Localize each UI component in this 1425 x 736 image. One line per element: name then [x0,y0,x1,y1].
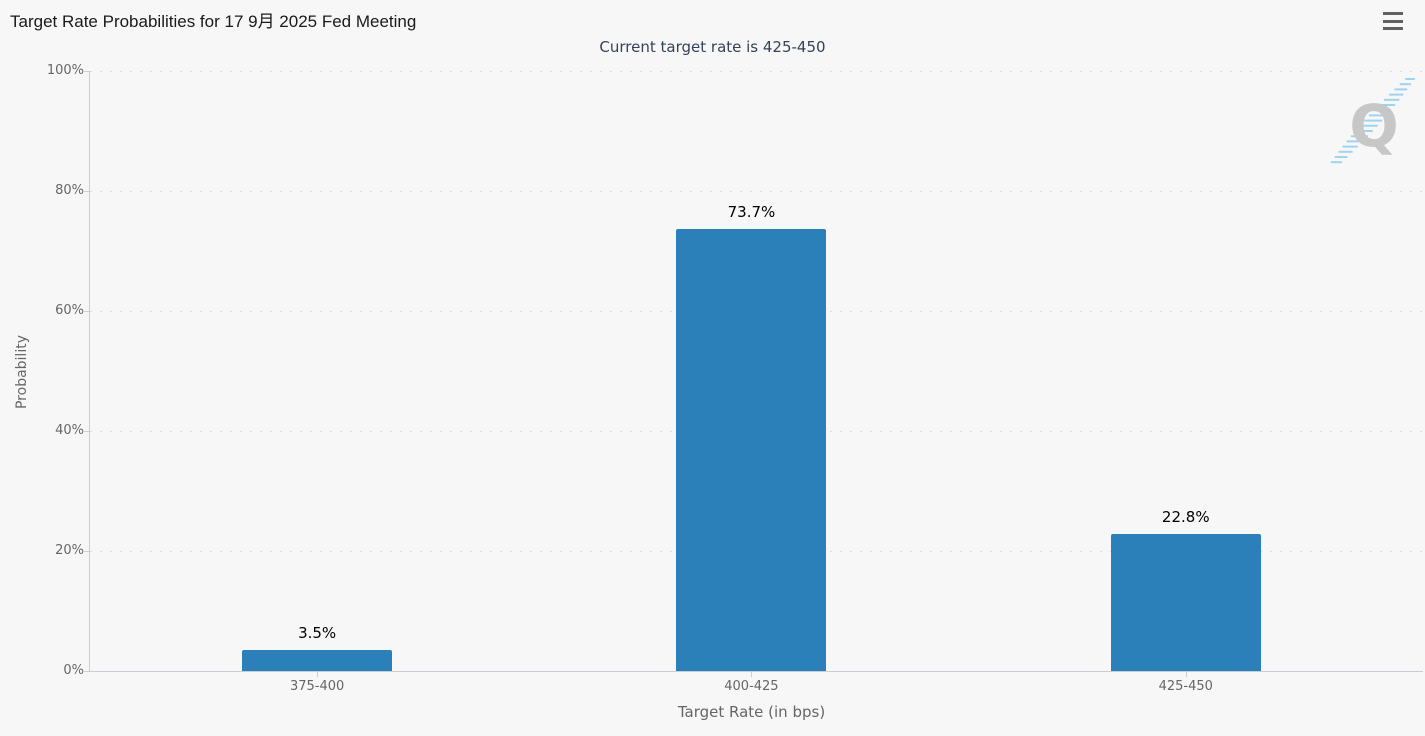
y-tick [84,431,89,432]
bar-value-label: 73.7% [727,202,776,221]
bar-value-label: 3.5% [298,624,337,642]
x-tick [751,672,753,677]
chart-subtitle: Current target rate is 425-450 [599,38,826,56]
bar-400-425[interactable] [676,228,827,671]
y-axis-label: 0% [63,663,84,678]
y-tick [84,191,89,192]
y-tick [84,71,89,72]
y-tick [84,311,89,312]
x-axis-title: Target Rate (in bps) [677,703,826,721]
bar-375-400[interactable] [242,650,393,671]
y-axis-line [89,71,90,671]
y-axis-label: 20% [55,543,84,558]
x-category-label: 375-400 [289,679,345,694]
y-tick [84,551,89,552]
y-axis-label: 80% [55,183,84,198]
watermark-logo: Q [1330,78,1415,164]
x-tick [317,672,319,677]
y-axis-title: Probability [14,335,30,410]
x-category-label: 400-425 [724,679,779,694]
y-axis-label: 40% [55,423,84,438]
hamburger-icon [1383,19,1403,23]
bar-425-450[interactable] [1110,534,1261,671]
y-axis-label: 100% [46,63,84,78]
hamburger-icon [1383,27,1403,30]
y-tick [84,671,89,672]
export-menu-button[interactable] [1383,11,1405,31]
x-tick [1185,672,1187,677]
y-axis-label: 60% [55,303,84,318]
x-category-label: 425-450 [1158,679,1213,694]
gridline-80% [90,191,1423,192]
bar-value-label: 22.8% [1161,508,1210,527]
watermark-q-letter: Q [1349,92,1398,160]
x-axis-line [89,671,1423,672]
gridline-100% [90,71,1423,72]
hamburger-icon [1383,12,1403,15]
chart-title: Target Rate Probabilities for 17 9月 2025… [10,12,417,31]
watermark-streak-icon [1330,78,1415,164]
